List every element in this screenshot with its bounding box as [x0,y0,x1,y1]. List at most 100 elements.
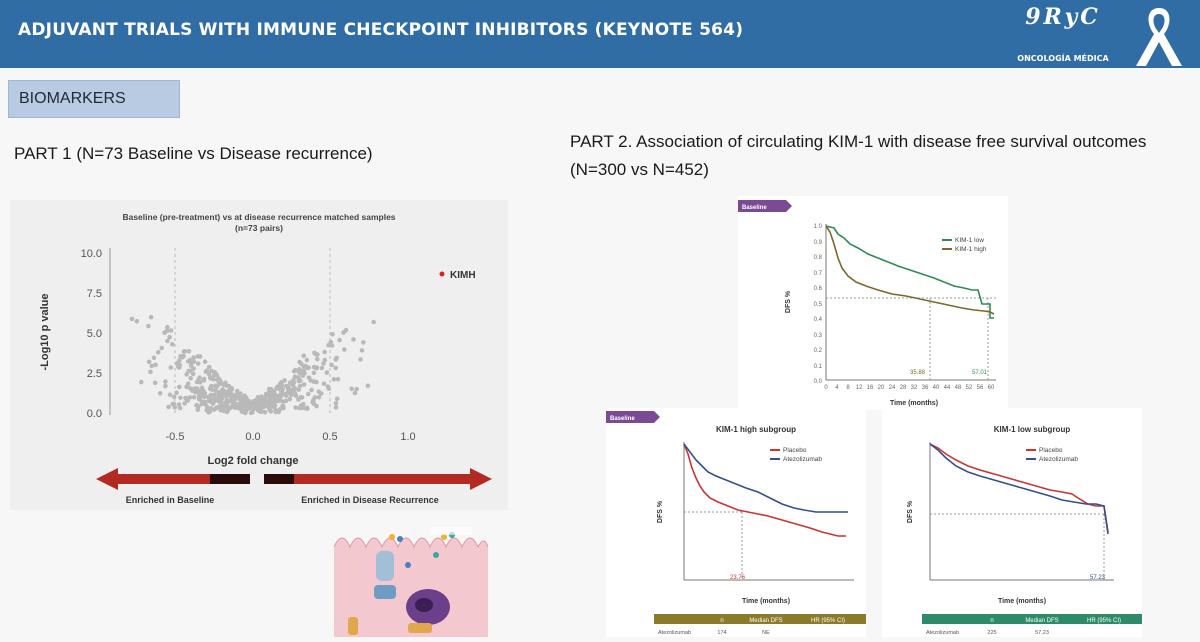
arrow-right [264,468,492,490]
arrow-right-label: Enriched in Disease Recurrence [301,495,439,505]
volcano-point [212,370,217,375]
svg-text:NE: NE [762,630,770,636]
volcano-point [312,350,317,356]
km-legend-high: KIM-1 high [955,246,987,253]
volcano-point [188,363,194,368]
baseline-tag-main [738,200,792,212]
volcano-point [287,380,293,385]
volcano-point [334,355,340,361]
volcano-point [168,365,174,370]
km-right-xlabel: Time (months) [998,598,1046,605]
part1-title: PART 1 (N=73 Baseline vs Disease recurre… [14,144,373,163]
volcano-point [318,391,324,396]
volcano-point [185,398,191,403]
arrow-right-dark [264,474,294,484]
volcano-point [316,395,322,400]
volcano-point [184,384,189,390]
kidney-cell-illustration [334,527,488,637]
volcano-point [280,399,286,404]
volcano-point [196,396,202,402]
baseline-tag-left-text: Baseline [610,416,635,422]
volcano-point [305,406,310,411]
volcano-point [291,369,297,374]
volcano-point [342,347,347,352]
volcano-point [178,395,183,401]
volcano-point [234,401,240,407]
volcano-point [218,378,223,384]
volcano-point [296,387,302,392]
volcano-point [188,375,193,381]
volcano-point [165,324,170,330]
svg-text:0.4: 0.4 [814,317,823,323]
volcano-title: Baseline (pre-treatment) vs at disease r… [122,212,396,222]
svg-text:28: 28 [900,385,907,391]
volcano-point [208,375,213,380]
legend-marker [439,271,445,277]
volcano-point [190,388,195,394]
volcano-point [236,405,241,411]
volcano-point [194,389,199,395]
volcano-point [322,349,327,355]
volcano-ylabel: -Log10 p value [39,293,51,370]
volcano-point [358,357,363,362]
slide-title: ADJUVANT TRIALS WITH IMMUNE CHECKPOINT I… [18,20,744,40]
svg-text:0.9: 0.9 [814,240,823,246]
km-right-title: KIM-1 low subgroup [994,425,1071,434]
volcano-point [190,371,196,377]
arrow-left-label: Enriched in Baseline [126,495,215,505]
svg-text:0.6: 0.6 [814,286,823,292]
volcano-point [148,369,153,375]
volcano-point [230,398,236,403]
volcano-point [195,407,201,413]
km-left-title: KIM-1 high subgroup [716,425,796,434]
volcano-point [311,379,317,384]
volcano-point [315,356,320,362]
median-label-low: 57.01 [972,370,988,376]
volcano-point [170,401,175,407]
part2-title: PART 2. Association of circulating KIM-1… [570,132,1147,179]
volcano-point [299,395,305,400]
volcano-legend: KIMH [450,270,476,281]
volcano-point [331,377,337,382]
volcano-point [314,365,320,370]
volcano-point [292,390,298,396]
volcano-point [182,401,187,406]
volcano-point [204,404,210,410]
volcano-point [153,362,158,368]
svg-text:60: 60 [988,385,995,391]
volcano-point [287,396,293,402]
logo-mark: 9RyC [1025,4,1101,30]
volcano-point [176,402,182,407]
volcano-point [301,382,307,387]
volcano-point [261,403,267,409]
km-right-legend-placebo: Placebo [1039,447,1063,454]
volcano-point [157,391,163,396]
volcano-point [328,339,334,345]
km-high-curve [825,225,995,315]
volcano-point [243,410,248,416]
svg-text:48: 48 [955,385,962,391]
volcano-point [341,330,346,335]
svg-text:52: 52 [966,385,973,391]
cell-body [334,545,488,637]
volcano-point [177,405,183,411]
svg-text:1.0: 1.0 [814,224,823,230]
volcano-point [319,365,325,371]
svg-text:56: 56 [977,385,984,391]
svg-text:20: 20 [878,385,885,391]
volcano-point [311,401,317,407]
volcano-point [312,395,318,400]
volcano-point [224,393,229,399]
volcano-point [321,381,327,387]
volcano-point [211,407,217,412]
km-legend-low: KIM-1 low [955,237,984,244]
volcano-point [165,338,170,344]
volcano-point [330,332,335,337]
volcano-point [254,397,259,402]
volcano-point [228,405,233,411]
biomarkers-tag: BIOMARKERS [8,80,180,118]
km-left-svg: Baseline KIM-1 high subgroup Placebo Ate… [606,411,866,636]
volcano-point [146,359,152,365]
volcano-point [216,394,221,400]
volcano-point [282,378,287,383]
